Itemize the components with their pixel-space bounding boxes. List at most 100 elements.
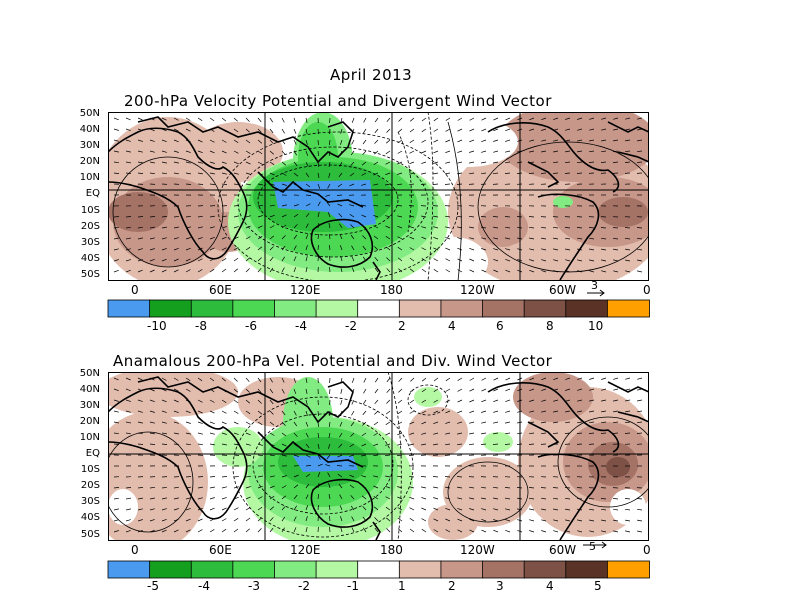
wind-vector-arrow xyxy=(327,443,331,449)
wind-vector-arrow xyxy=(281,410,286,416)
wind-vector-arrow xyxy=(293,117,297,123)
wind-vector-arrow xyxy=(209,497,215,500)
wind-vector-arrow xyxy=(161,269,167,273)
wind-vector-arrow xyxy=(185,150,191,153)
wind-vector-arrow xyxy=(409,117,415,122)
wind-vector-arrow xyxy=(305,194,312,196)
wind-vector-arrow xyxy=(384,454,391,457)
wind-vector-arrow xyxy=(281,421,286,426)
wind-vector-arrow xyxy=(613,377,619,380)
wind-vector-arrow xyxy=(233,486,239,489)
colorbar-label: 2 xyxy=(398,319,406,333)
wind-vector-arrow xyxy=(409,268,415,273)
wind-vector-arrow xyxy=(125,216,132,218)
wind-vector-arrow xyxy=(625,128,631,131)
wind-vector-arrow xyxy=(457,237,463,240)
wind-vector-arrow xyxy=(457,172,463,175)
wind-vector-arrow xyxy=(577,508,583,511)
wind-vector-arrow xyxy=(350,432,355,437)
wind-vector-arrow xyxy=(589,421,595,424)
wind-vector-arrow xyxy=(541,270,547,273)
wind-vector-arrow xyxy=(351,117,355,123)
wind-vector-arrow xyxy=(209,399,215,403)
wind-vector-arrow xyxy=(433,497,439,500)
wind-vector-arrow xyxy=(481,410,487,413)
wind-vector-arrow xyxy=(349,204,355,207)
wind-vector-arrow xyxy=(328,483,331,489)
wind-vector-arrow xyxy=(305,150,309,156)
wind-vector-arrow xyxy=(257,257,262,262)
wind-vector-arrow xyxy=(305,234,309,240)
wind-vector-arrow xyxy=(505,497,511,500)
wind-vector-arrow xyxy=(245,388,250,393)
wind-vector-arrow xyxy=(337,473,343,478)
colorbar-swatch xyxy=(357,560,401,579)
wind-vector-arrow xyxy=(125,519,131,522)
wind-vector-arrow xyxy=(505,377,511,381)
wind-vector-arrow xyxy=(505,237,511,240)
wind-vector-arrow xyxy=(529,399,535,402)
wind-vector-arrow xyxy=(233,226,239,229)
wind-vector-arrow xyxy=(149,237,155,240)
wind-vector-arrow xyxy=(541,410,547,413)
wind-vector-arrow xyxy=(305,245,308,251)
wind-vector-arrow xyxy=(233,268,239,273)
colorbar-swatch xyxy=(482,560,526,579)
wind-vector-arrow xyxy=(221,161,227,164)
wind-vector-arrow xyxy=(564,432,571,434)
wind-vector-arrow xyxy=(457,443,463,446)
wind-vector-arrow xyxy=(385,150,391,155)
wind-vector-arrow xyxy=(337,203,343,207)
wind-vector-arrow xyxy=(362,256,367,262)
wind-vector-arrow xyxy=(221,258,227,262)
wind-vector-arrow xyxy=(361,204,367,207)
panel1-title: 200-hPa Velocity Potential and Divergent… xyxy=(124,92,552,110)
wind-vector-arrow xyxy=(577,519,583,522)
wind-vector-arrow xyxy=(257,183,263,186)
wind-vector-arrow xyxy=(613,117,619,120)
wind-vector-arrow xyxy=(601,259,607,262)
wind-vector-arrow xyxy=(625,508,631,511)
wind-vector-arrow xyxy=(293,204,299,207)
wind-vector-arrow xyxy=(269,495,275,500)
wind-vector-arrow xyxy=(350,495,355,500)
wind-vector-arrow xyxy=(209,476,216,478)
wind-vector-arrow xyxy=(373,150,379,155)
wind-vector-arrow xyxy=(329,139,331,146)
wind-vector-arrow xyxy=(328,223,331,229)
wind-vector-arrow xyxy=(173,139,179,143)
wind-vector-arrow xyxy=(113,237,119,240)
wind-vector-arrow xyxy=(397,517,403,522)
wind-vector-arrow xyxy=(468,215,475,218)
wind-vector-arrow xyxy=(350,224,355,229)
wind-vector-arrow xyxy=(386,399,391,404)
wind-vector-arrow xyxy=(328,234,331,240)
wind-vector-arrow xyxy=(433,269,439,273)
wind-vector-arrow xyxy=(396,205,403,207)
wind-vector-arrow xyxy=(612,498,619,500)
wind-vector-arrow xyxy=(269,225,275,229)
wind-vector-arrow xyxy=(149,410,155,413)
wind-vector-arrow xyxy=(469,399,475,403)
wind-vector-arrow xyxy=(457,226,463,229)
wind-vector-arrow xyxy=(340,388,343,394)
wind-vector-arrow xyxy=(445,161,451,164)
wind-vector-arrow xyxy=(493,399,499,403)
wind-vector-arrow xyxy=(469,247,475,251)
wind-vector-arrow xyxy=(197,388,203,392)
wind-vector-arrow xyxy=(293,484,299,489)
lat-label: EQ xyxy=(85,188,100,199)
colorbar-label: 1 xyxy=(398,579,406,593)
wind-vector-arrow xyxy=(493,432,499,435)
wind-vector-arrow xyxy=(565,259,571,262)
wind-vector-arrow xyxy=(613,248,619,251)
wind-vector-arrow xyxy=(493,161,499,164)
wind-vector-arrow xyxy=(149,529,155,533)
wind-vector-arrow xyxy=(637,377,643,380)
wind-vector-arrow xyxy=(529,128,535,131)
wind-vector-arrow xyxy=(386,117,391,123)
wind-vector-arrow xyxy=(257,496,263,500)
wind-vector-arrow xyxy=(233,183,239,186)
wind-vector-arrow xyxy=(137,410,143,413)
colorbar-label: -1 xyxy=(347,579,359,593)
